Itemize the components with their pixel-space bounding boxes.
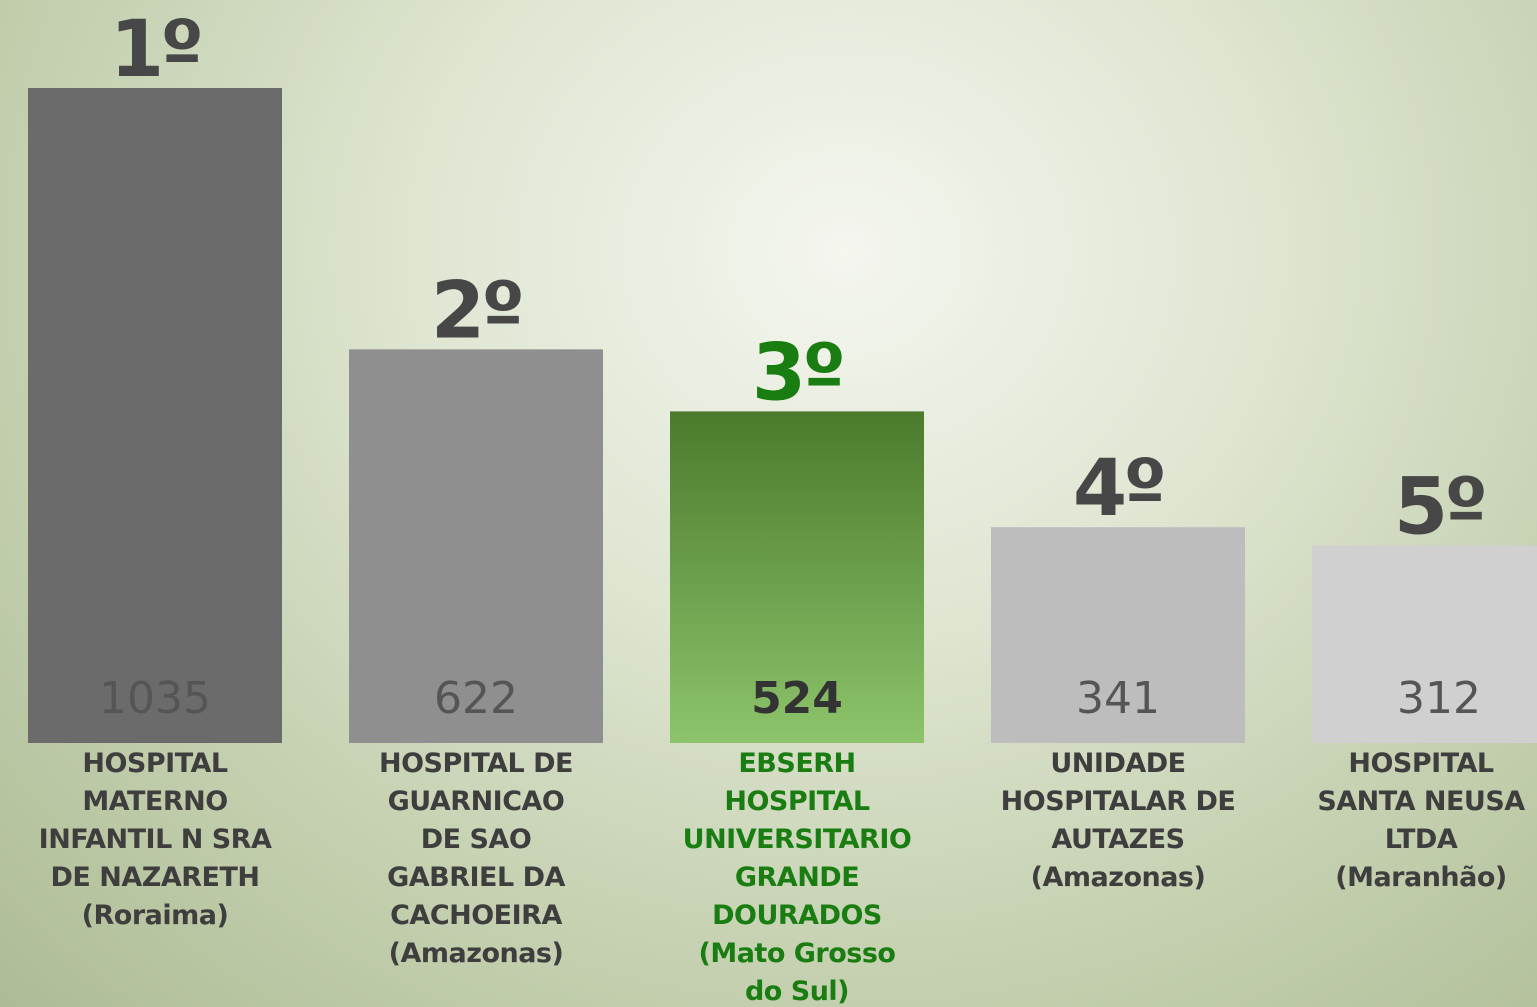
bar — [1312, 545, 1537, 743]
bar — [991, 527, 1245, 743]
value-label: 341 — [1076, 673, 1160, 724]
rank-label: 5º — [1394, 463, 1484, 553]
value-label: 524 — [751, 673, 843, 724]
value-label: 622 — [434, 673, 518, 724]
category-label: EBSERH HOSPITAL UNIVERSITARIO GRANDE DOU… — [682, 748, 912, 1007]
rank-label: 1º — [110, 5, 200, 95]
rank-label: 2º — [431, 266, 521, 356]
category-label: HOSPITAL MATERNO INFANTIL N SRA DE NAZAR… — [38, 748, 272, 931]
value-label: 1035 — [99, 673, 211, 724]
category-label: HOSPITAL DE GUARNICAO DE SAO GABRIEL DA … — [378, 748, 574, 969]
rank-label: 4º — [1073, 444, 1163, 534]
bar — [28, 88, 282, 743]
rank-label: 3º — [752, 328, 842, 418]
bar — [349, 349, 603, 743]
category-label: HOSPITAL SANTA NEUSA LTDA (Maranhão) — [1317, 748, 1525, 893]
bar — [670, 411, 924, 743]
category-label: UNIDADE HOSPITALAR DE AUTAZES (Amazonas) — [1000, 748, 1236, 893]
value-label: 312 — [1397, 673, 1481, 724]
